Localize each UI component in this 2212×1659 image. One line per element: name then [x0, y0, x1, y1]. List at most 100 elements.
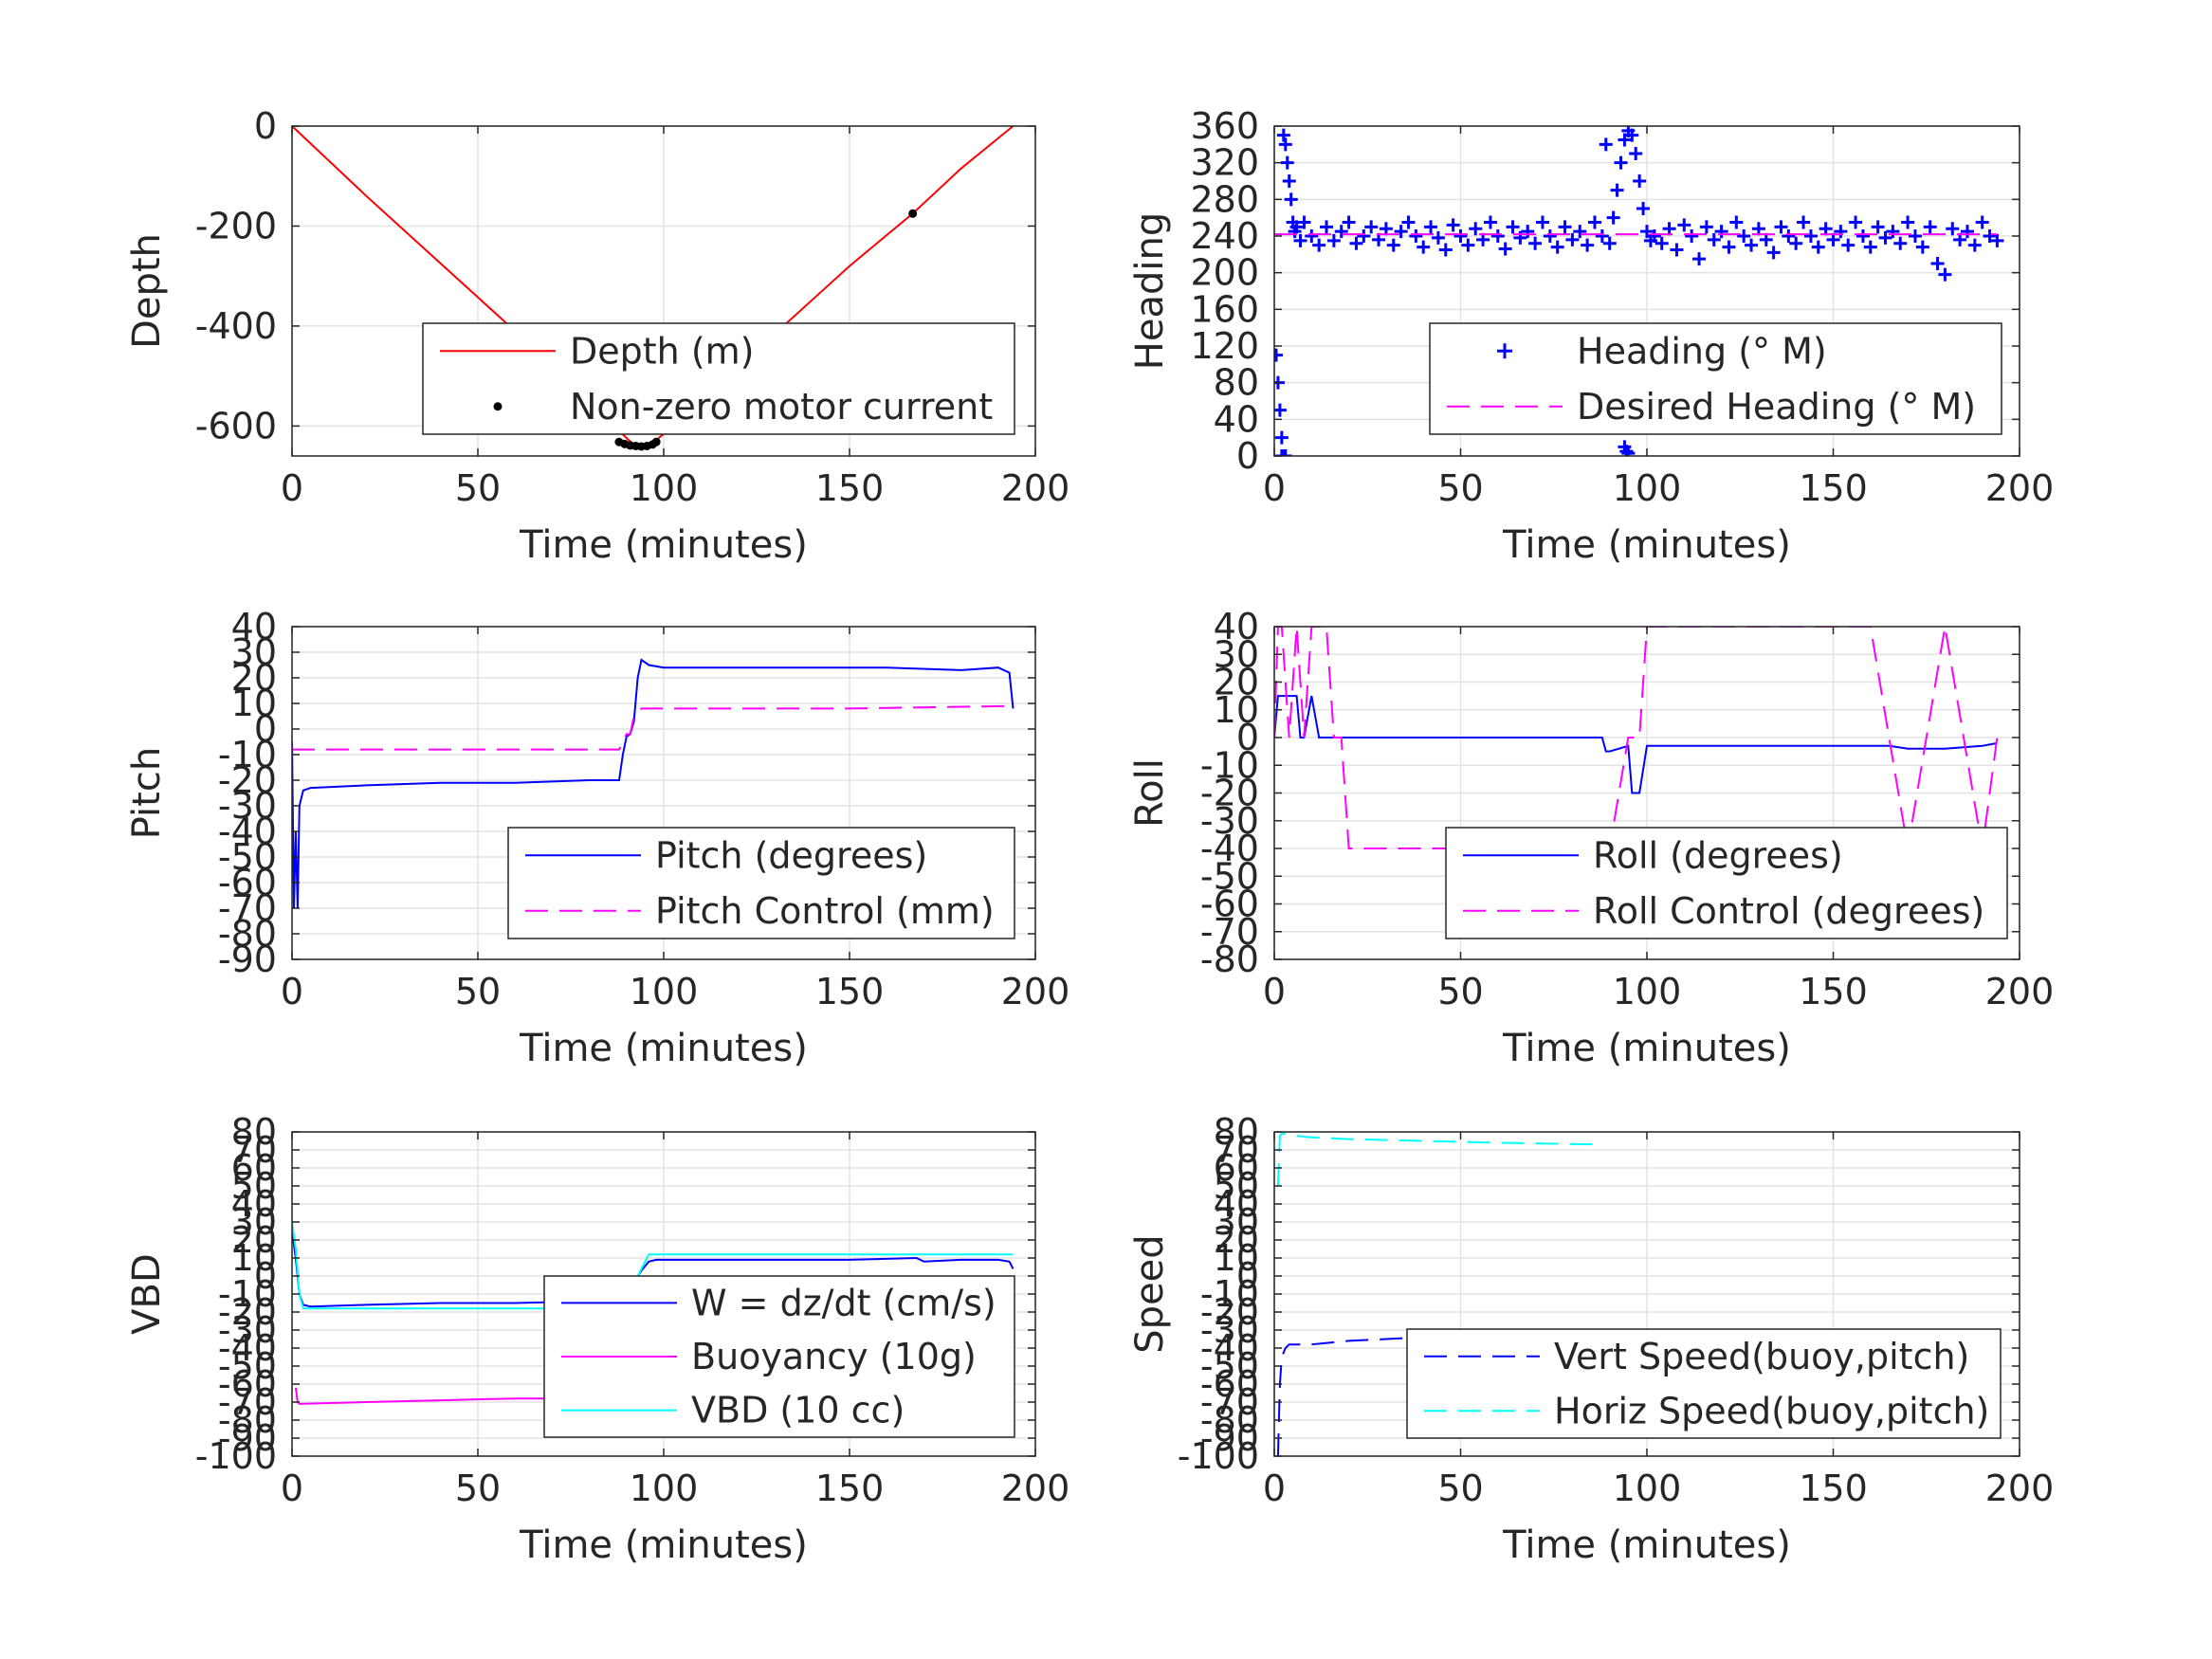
y-tick-label: -20: [1200, 1291, 1259, 1333]
data-point: [1431, 230, 1445, 245]
x-axis-label: Time (minutes): [1502, 1027, 1791, 1070]
chart-panel-4: 0 50 100 150 200-80-70-60-50-40-30-20-100102…: [1128, 606, 2054, 1070]
legend-entry: VBD (10 cc): [691, 1390, 905, 1431]
legend: Depth (m) Non-zero motor current: [422, 322, 1015, 435]
y-axis-label: Heading: [1128, 212, 1172, 370]
data-point: [1640, 225, 1654, 239]
y-tick-label: 120: [1190, 325, 1259, 367]
data-point: [1614, 155, 1628, 170]
data-point: [1826, 232, 1840, 246]
y-tick-label: 240: [1190, 215, 1259, 257]
chart-panel-5: 0 50 100 150 200-100-90-80-70-60-50-40-30-20…: [125, 1111, 1069, 1567]
legend-entry: W = dz/dt (cm/s): [691, 1282, 996, 1323]
data-point: [1274, 449, 1289, 456]
y-tick-label: 360: [1190, 105, 1259, 147]
data-point: [1797, 215, 1811, 229]
data-point: [908, 209, 918, 218]
data-point: [1714, 225, 1728, 239]
data-point: [1446, 218, 1460, 232]
data-point: [1766, 246, 1781, 260]
x-axis-label: Time (minutes): [519, 1523, 808, 1567]
y-tick-label: -40: [218, 811, 277, 852]
data-point: [1633, 174, 1647, 188]
data-point: [1320, 220, 1334, 234]
x-tick-label: 0: [1263, 1468, 1286, 1509]
x-axis-label: Time (minutes): [1502, 1523, 1791, 1567]
data-point: [1274, 403, 1287, 417]
data-point: [1975, 215, 1989, 229]
x-tick-label: 200: [1001, 1468, 1070, 1509]
legend: Heading (° M) Desired Heading (° M): [1429, 322, 2002, 435]
data-point: [1573, 225, 1587, 239]
legend: Roll (degrees) Roll Control (degrees): [1445, 827, 2008, 939]
y-axis-label: Pitch: [125, 747, 169, 839]
y-tick-label: -200: [195, 205, 277, 246]
data-point: [1606, 210, 1620, 225]
series-line: [292, 704, 1014, 751]
y-tick-label: -10: [218, 734, 277, 775]
x-tick-label: 200: [1001, 971, 1070, 1012]
data-point: [1908, 229, 1922, 243]
data-point: [1535, 215, 1549, 229]
y-tick-label: 70: [231, 1129, 277, 1171]
y-tick-label: 70: [1214, 1129, 1259, 1171]
x-tick-label: 150: [815, 971, 885, 1012]
legend: W = dz/dt (cm/s) Buoyancy (10g) VBD (10 cc…: [543, 1275, 1015, 1438]
y-tick-label: 60: [231, 1147, 277, 1189]
y-tick-label: 50: [231, 1165, 277, 1207]
x-tick-label: 100: [1613, 971, 1682, 1012]
x-tick-label: 50: [455, 1468, 501, 1509]
data-point: [1960, 225, 1974, 239]
y-tick-label: 80: [1214, 1111, 1259, 1153]
y-tick-label: 40: [1214, 606, 1259, 647]
data-point: [1901, 215, 1915, 229]
y-tick-label: 20: [231, 1219, 277, 1261]
x-tick-label: 200: [1985, 1468, 2055, 1509]
y-tick-label: 20: [1214, 662, 1259, 703]
y-tick-label: 40: [231, 1183, 277, 1225]
x-tick-label: 50: [455, 971, 501, 1012]
x-tick-label: 150: [1799, 1468, 1868, 1509]
data-point: [1394, 225, 1408, 239]
data-point: [1699, 220, 1713, 234]
y-tick-label: 10: [231, 1237, 277, 1279]
series-line: [1274, 695, 1998, 794]
data-point: [1654, 236, 1669, 250]
legend-entry: Horiz Speed(buoy,pitch): [1554, 1390, 1989, 1431]
data-point: [1930, 257, 1945, 270]
y-tick-label: 0: [1236, 717, 1259, 758]
x-tick-label: 50: [1437, 971, 1483, 1012]
data-point: [1550, 240, 1564, 254]
data-point: [1453, 229, 1468, 243]
data-point: [1759, 232, 1773, 246]
legend-entry: Desired Heading (° M): [1577, 386, 1976, 428]
y-tick-label: -10: [1200, 744, 1259, 786]
x-axis-label: Time (minutes): [519, 523, 808, 567]
data-point: [1983, 229, 1997, 243]
x-tick-label: 100: [1613, 467, 1682, 509]
data-point: [1886, 225, 1900, 239]
x-tick-label: 50: [1437, 467, 1483, 509]
y-tick-label: -70: [218, 887, 277, 929]
y-tick-label: -30: [1200, 1309, 1259, 1351]
data-point: [1863, 240, 1877, 254]
y-tick-label: 80: [231, 1111, 277, 1153]
legend-box: [1429, 322, 2002, 435]
y-tick-label: 0: [254, 708, 277, 750]
data-point: [1685, 229, 1699, 243]
data-point: [1334, 225, 1348, 239]
data-point: [1276, 128, 1290, 142]
y-axis-label: Depth: [125, 233, 169, 349]
data-point: [1878, 230, 1892, 245]
data-point: [1662, 222, 1676, 236]
x-tick-label: 50: [1437, 1468, 1483, 1509]
y-tick-label: 60: [1214, 1147, 1259, 1189]
data-point: [1483, 215, 1497, 229]
data-point: [1289, 220, 1304, 234]
data-point: [1558, 220, 1572, 234]
series-line: [292, 658, 1015, 909]
series-line: [1276, 1132, 1602, 1187]
data-point: [1417, 240, 1431, 254]
data-point: [1476, 232, 1490, 246]
